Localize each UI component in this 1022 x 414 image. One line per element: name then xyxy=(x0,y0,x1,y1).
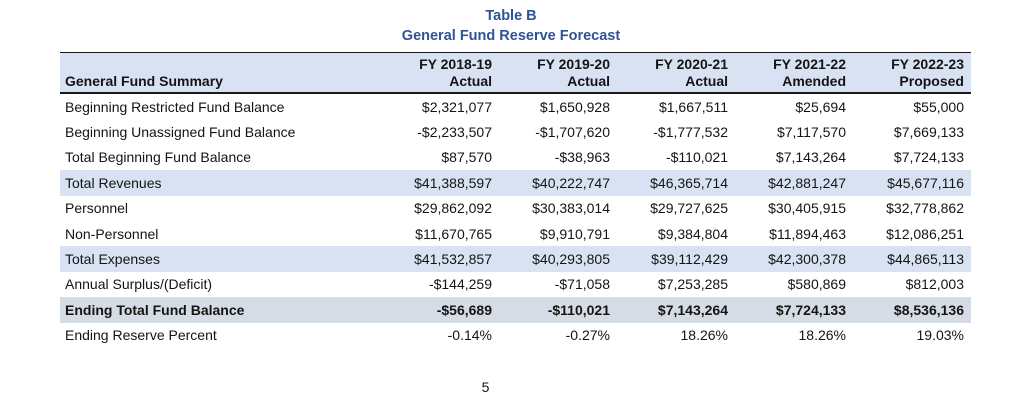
table-title-block: Table B General Fund Reserve Forecast xyxy=(0,6,1022,46)
cell-value: -$56,689 xyxy=(436,301,492,318)
cell-value: $7,117,570 xyxy=(776,124,846,141)
cell-value: $39,112,429 xyxy=(651,251,728,268)
table-header-row: General Fund Summary FY 2018-19 Actual F… xyxy=(60,52,971,94)
cell-value: $7,143,264 xyxy=(657,301,728,318)
cell-value: $1,667,511 xyxy=(658,98,728,115)
fy-type-label: Actual xyxy=(449,73,492,89)
cell-value: $44,865,113 xyxy=(887,251,964,268)
cell-value: 18.26% xyxy=(798,327,846,344)
cell-value: $32,778,862 xyxy=(886,200,964,217)
row-label: Beginning Restricted Fund Balance xyxy=(65,98,285,115)
cell-value: $55,000 xyxy=(913,98,964,115)
cell-value: $9,384,804 xyxy=(657,225,728,242)
cell-value: -$71,058 xyxy=(554,276,610,293)
fy-year-label: FY 2019-20 xyxy=(537,56,610,72)
cell-value: -$144,259 xyxy=(428,276,492,293)
column-header-fy2020-21: FY 2020-21 Actual xyxy=(617,56,735,90)
row-label: Beginning Unassigned Fund Balance xyxy=(65,124,296,141)
cell-value: -$1,777,532 xyxy=(653,124,728,141)
cell-value: $45,677,116 xyxy=(887,174,964,191)
cell-value: $8,536,136 xyxy=(893,301,964,318)
column-header-fy2019-20: FY 2019-20 Actual xyxy=(499,56,617,90)
fy-type-label: Proposed xyxy=(899,73,964,89)
cell-value: $30,405,915 xyxy=(768,200,846,217)
row-label: Total Expenses xyxy=(65,251,160,268)
cell-value: $46,365,714 xyxy=(650,174,728,191)
table-row: Annual Surplus/(Deficit) -$144,259 -$71,05… xyxy=(60,272,971,297)
row-label: Ending Reserve Percent xyxy=(65,327,217,344)
cell-value: $12,086,251 xyxy=(886,225,964,242)
table-subtitle: General Fund Reserve Forecast xyxy=(401,28,621,44)
cell-value: $9,910,791 xyxy=(539,225,610,242)
table-row: Beginning Restricted Fund Balance $2,321,… xyxy=(60,94,971,119)
cell-value: $812,003 xyxy=(905,276,964,293)
cell-value: -0.27% xyxy=(565,327,610,344)
cell-value: $40,222,747 xyxy=(532,174,610,191)
table-row: Total Expenses $41,532,857 $40,293,805 $39,… xyxy=(60,246,971,272)
general-fund-reserve-table: General Fund Summary FY 2018-19 Actual F… xyxy=(60,52,971,348)
page-number: 5 xyxy=(481,379,490,395)
row-label: Total Revenues xyxy=(65,174,162,191)
row-label: Personnel xyxy=(65,200,129,217)
column-header-fy2022-23: FY 2022-23 Proposed xyxy=(853,56,971,90)
fy-type-label: Amended xyxy=(782,73,846,89)
table-row: Total Revenues $41,388,597 $40,222,747 $46,… xyxy=(60,170,971,196)
row-label: Annual Surplus/(Deficit) xyxy=(65,276,213,293)
cell-value: $30,383,014 xyxy=(532,200,610,217)
cell-value: $42,881,247 xyxy=(768,174,846,191)
fy-year-label: FY 2018-19 xyxy=(419,56,492,72)
cell-value: $7,724,133 xyxy=(893,149,964,166)
cell-value: $29,862,092 xyxy=(414,200,492,217)
cell-value: $42,300,378 xyxy=(768,251,846,268)
cell-value: $580,869 xyxy=(787,276,846,293)
cell-value: $41,532,857 xyxy=(414,251,492,268)
cell-value: $7,253,285 xyxy=(657,276,728,293)
table-row: Ending Total Fund Balance -$56,689 -$110,0… xyxy=(60,297,971,323)
cell-value: -$1,707,620 xyxy=(535,124,610,141)
fy-year-label: FY 2020-21 xyxy=(655,56,728,72)
cell-value: -$110,021 xyxy=(665,149,728,166)
table-row: Personnel $29,862,092 $30,383,014 $29,727,6… xyxy=(60,196,971,221)
table-row: Non-Personnel $11,670,765 $9,910,791 $9,384… xyxy=(60,221,971,246)
column-header-summary: General Fund Summary xyxy=(65,73,223,89)
cell-value: $87,570 xyxy=(441,149,492,166)
table-row: Beginning Unassigned Fund Balance -$2,233… xyxy=(60,119,971,144)
fy-type-label: Actual xyxy=(685,73,728,89)
cell-value: -$2,233,507 xyxy=(417,124,492,141)
fy-year-label: FY 2022-23 xyxy=(891,56,964,72)
cell-value: $29,727,625 xyxy=(650,200,728,217)
cell-value: $11,894,463 xyxy=(769,225,846,242)
cell-value: $2,321,077 xyxy=(421,98,492,115)
fy-year-label: FY 2021-22 xyxy=(773,56,846,72)
row-label: Total Beginning Fund Balance xyxy=(65,149,252,166)
column-header-fy2018-19: FY 2018-19 Actual xyxy=(381,56,499,90)
cell-value: -0.14% xyxy=(447,327,492,344)
cell-value: $11,670,765 xyxy=(415,225,492,242)
cell-value: $7,143,264 xyxy=(775,149,846,166)
cell-value: $7,669,133 xyxy=(893,124,964,141)
column-header-fy2021-22: FY 2021-22 Amended xyxy=(735,56,853,90)
cell-value: 19.03% xyxy=(916,327,964,344)
row-label: Ending Total Fund Balance xyxy=(65,301,245,318)
cell-value: $41,388,597 xyxy=(414,174,492,191)
table-row: Total Beginning Fund Balance $87,570 -$38,… xyxy=(60,145,971,170)
cell-value: $40,293,805 xyxy=(532,251,610,268)
table-body: Beginning Restricted Fund Balance $2,321,… xyxy=(60,94,971,348)
cell-value: $1,650,928 xyxy=(539,98,610,115)
fy-type-label: Actual xyxy=(567,73,610,89)
table-title: Table B xyxy=(485,8,537,24)
table-row: Ending Reserve Percent -0.14% -0.27% 18.26%… xyxy=(60,323,971,348)
cell-value: $7,724,133 xyxy=(775,301,846,318)
cell-value: 18.26% xyxy=(680,327,728,344)
cell-value: $25,694 xyxy=(795,98,846,115)
row-label: Non-Personnel xyxy=(65,225,159,242)
cell-value: -$110,021 xyxy=(547,301,610,318)
cell-value: -$38,963 xyxy=(554,149,610,166)
